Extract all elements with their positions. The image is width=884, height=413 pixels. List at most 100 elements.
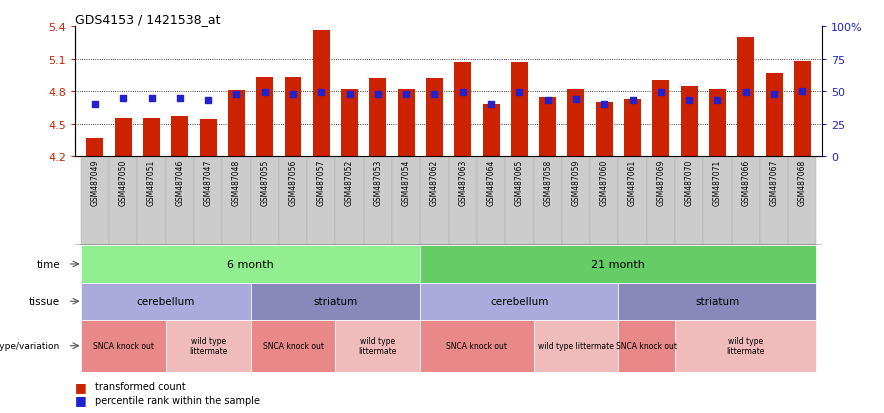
Bar xyxy=(647,157,675,246)
Bar xyxy=(341,90,358,157)
Point xyxy=(626,98,640,104)
Text: GSM487057: GSM487057 xyxy=(316,159,326,206)
Point xyxy=(767,91,781,98)
Text: GSM487047: GSM487047 xyxy=(203,159,213,206)
Text: SNCA knock out: SNCA knock out xyxy=(93,342,154,350)
Point xyxy=(427,91,441,98)
Text: GSM487070: GSM487070 xyxy=(684,159,694,206)
Point xyxy=(541,98,555,104)
Text: 6 month: 6 month xyxy=(227,259,274,269)
Text: wild type
littermate: wild type littermate xyxy=(189,336,227,356)
Bar xyxy=(109,157,137,246)
Bar xyxy=(426,79,443,157)
Bar xyxy=(477,157,506,246)
Bar xyxy=(165,157,194,246)
Bar xyxy=(398,90,415,157)
Bar xyxy=(137,157,165,246)
Text: GSM487068: GSM487068 xyxy=(798,159,807,206)
Bar xyxy=(534,157,562,246)
Bar xyxy=(335,157,363,246)
Bar xyxy=(392,157,420,246)
Text: GSM487067: GSM487067 xyxy=(769,159,779,206)
Bar xyxy=(681,86,697,157)
Text: GSM487053: GSM487053 xyxy=(373,159,383,206)
Point xyxy=(370,91,385,98)
Text: GSM487060: GSM487060 xyxy=(599,159,609,206)
Point xyxy=(456,90,470,97)
Bar xyxy=(115,119,132,157)
Text: transformed count: transformed count xyxy=(95,381,186,391)
Text: GDS4153 / 1421538_at: GDS4153 / 1421538_at xyxy=(75,13,221,26)
Text: SNCA knock out: SNCA knock out xyxy=(616,342,677,350)
Bar xyxy=(228,91,245,157)
Bar xyxy=(704,157,732,246)
Bar xyxy=(200,120,217,157)
Text: GSM487065: GSM487065 xyxy=(514,159,524,206)
Point xyxy=(513,90,527,97)
Text: GSM487061: GSM487061 xyxy=(628,159,637,206)
Point xyxy=(796,88,810,95)
Text: wild type
littermate: wild type littermate xyxy=(359,336,397,356)
Text: GSM487051: GSM487051 xyxy=(147,159,156,206)
Bar xyxy=(307,157,335,246)
Text: cerebellum: cerebellum xyxy=(136,297,194,306)
Bar xyxy=(760,157,789,246)
Bar xyxy=(483,105,499,157)
Bar xyxy=(80,320,165,372)
Text: GSM487062: GSM487062 xyxy=(430,159,439,206)
Bar xyxy=(591,157,619,246)
Text: GSM487052: GSM487052 xyxy=(345,159,354,206)
Bar xyxy=(165,320,250,372)
Bar xyxy=(80,157,109,246)
Bar xyxy=(87,138,103,157)
Text: GSM487058: GSM487058 xyxy=(543,159,552,206)
Text: ■: ■ xyxy=(75,380,87,393)
Bar xyxy=(449,157,477,246)
Bar xyxy=(420,157,449,246)
Point xyxy=(286,91,300,98)
Text: wild type
littermate: wild type littermate xyxy=(727,336,765,356)
Text: GSM487066: GSM487066 xyxy=(741,159,751,206)
Text: SNCA knock out: SNCA knock out xyxy=(446,342,507,350)
Point xyxy=(172,95,187,102)
Point xyxy=(342,91,356,98)
Bar xyxy=(420,283,619,320)
Bar xyxy=(420,320,534,372)
Text: GSM487054: GSM487054 xyxy=(401,159,411,206)
Text: GSM487069: GSM487069 xyxy=(656,159,666,206)
Bar xyxy=(222,157,250,246)
Point xyxy=(711,98,725,104)
Text: GSM487048: GSM487048 xyxy=(232,159,241,206)
Bar xyxy=(420,246,817,283)
Point xyxy=(144,95,158,102)
Bar xyxy=(794,62,811,157)
Point xyxy=(484,102,499,108)
Point xyxy=(654,90,668,97)
Bar xyxy=(278,157,307,246)
Bar xyxy=(709,90,726,157)
Text: ■: ■ xyxy=(75,393,87,406)
Bar xyxy=(285,78,301,157)
Bar xyxy=(732,157,760,246)
Bar xyxy=(619,320,675,372)
Point xyxy=(229,91,243,98)
Point xyxy=(569,96,583,103)
Bar xyxy=(511,63,528,157)
Bar xyxy=(370,79,386,157)
Point xyxy=(739,90,753,97)
Bar xyxy=(766,74,782,157)
Bar xyxy=(624,100,641,157)
Bar xyxy=(506,157,534,246)
Bar xyxy=(619,157,647,246)
Text: GSM487055: GSM487055 xyxy=(260,159,270,206)
Point xyxy=(598,102,612,108)
Point xyxy=(399,91,413,98)
Bar xyxy=(539,97,556,157)
Bar xyxy=(256,78,273,157)
Text: time: time xyxy=(36,259,60,269)
Bar xyxy=(250,157,278,246)
Bar xyxy=(313,31,330,157)
Text: GSM487046: GSM487046 xyxy=(175,159,185,206)
Text: striatum: striatum xyxy=(696,297,740,306)
Text: GSM487049: GSM487049 xyxy=(90,159,99,206)
